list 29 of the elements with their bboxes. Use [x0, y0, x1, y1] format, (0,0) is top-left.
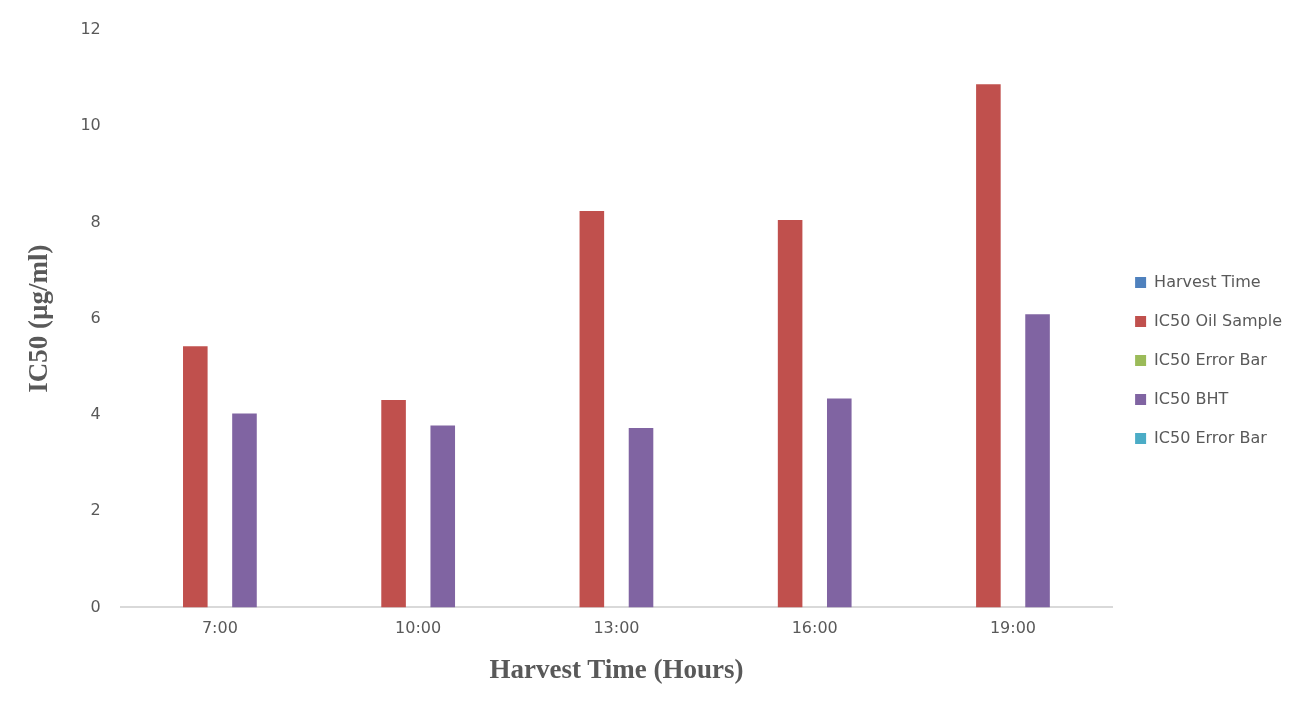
bar — [381, 400, 406, 608]
y-tick-label: 0 — [90, 596, 101, 616]
x-tick-label: 7:00 — [201, 618, 238, 638]
y-tick-label: 6 — [90, 307, 101, 327]
x-tick-label: 19:00 — [989, 618, 1037, 638]
y-tick-label: 12 — [80, 19, 101, 39]
legend-label: IC50 Error Bar — [1154, 427, 1268, 447]
bar — [628, 427, 654, 608]
bar — [232, 413, 257, 608]
legend-label: IC50 Oil Sample — [1154, 310, 1283, 330]
legend-label: IC50 Error Bar — [1154, 349, 1268, 369]
x-tick-label: 16:00 — [791, 618, 838, 638]
bar — [579, 210, 605, 608]
legend-label: IC50 BHT — [1154, 388, 1229, 408]
y-tick-label: 4 — [90, 404, 101, 424]
y-tick-label: 2 — [90, 500, 101, 520]
x-axis-title: Harvest Time (Hours) — [489, 653, 744, 684]
y-tick-label: 8 — [90, 211, 101, 231]
bar — [976, 84, 1001, 608]
y-axis-title: IC50 (µg/ml) — [23, 244, 54, 393]
bar — [430, 425, 456, 608]
bar — [777, 220, 803, 608]
bar — [183, 346, 208, 608]
x-tick-label: 10:00 — [395, 618, 442, 638]
x-tick-label: 13:00 — [593, 618, 640, 638]
legend-label: Harvest Time — [1154, 271, 1261, 291]
bar — [1025, 314, 1050, 608]
bar — [826, 398, 852, 608]
y-tick-label: 10 — [80, 115, 101, 135]
